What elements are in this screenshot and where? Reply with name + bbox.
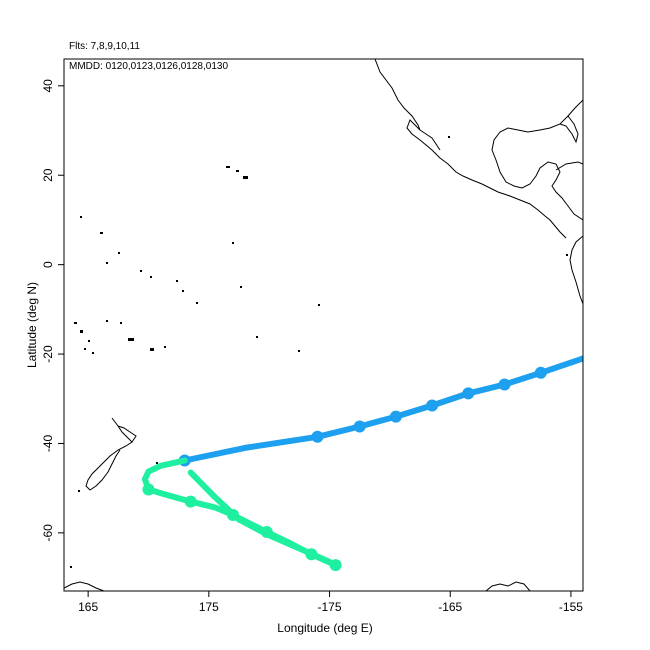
flight-10-waypoint xyxy=(353,420,366,433)
flight-10-track xyxy=(178,355,583,467)
flight-10-waypoint xyxy=(311,430,324,443)
flight-10-waypoint xyxy=(389,410,402,423)
flights-label: Flts: 7,8,9,10,11 xyxy=(69,41,140,52)
x-axis: 165175-175-165-155-145-135-125-115-105-9… xyxy=(78,591,583,614)
flight-10-waypoint xyxy=(534,366,547,379)
y-tick-label: -40 xyxy=(41,434,55,452)
x-axis-title: Longitude (deg E) xyxy=(277,621,372,635)
coastline-gulf-of-mexico xyxy=(491,99,583,221)
coastlines xyxy=(64,59,583,591)
coastline-north-america xyxy=(374,59,567,239)
x-tick-label: -155 xyxy=(559,600,583,614)
coastline-south-america xyxy=(569,235,583,305)
y-tick-label: 0 xyxy=(41,261,55,268)
y-tick-label: 40 xyxy=(41,79,55,93)
coastline-caribbean xyxy=(555,161,583,171)
coastline-new-zealand xyxy=(85,417,133,491)
flight-11-line xyxy=(141,457,339,569)
coastline-new-zealand-north xyxy=(117,425,137,443)
pacific-islands xyxy=(70,136,568,568)
flight-11-waypoint xyxy=(142,483,155,496)
x-tick-label: 175 xyxy=(199,600,219,614)
flight-11-waypoint xyxy=(329,559,342,572)
y-axis: 40 20 0 -20 -40 -60 xyxy=(41,79,64,542)
y-axis-title: Latitude (deg N) xyxy=(25,282,39,368)
x-tick-label: -175 xyxy=(318,600,342,614)
flight-11-waypoint xyxy=(305,548,318,561)
flight-10-waypoint xyxy=(498,378,511,391)
coastline-gulf-of-california xyxy=(419,129,441,151)
y-tick-label: 20 xyxy=(41,168,55,182)
map-background xyxy=(64,59,583,591)
x-tick-label: -165 xyxy=(438,600,462,614)
flight-tracks xyxy=(141,355,583,572)
flight-11-waypoint xyxy=(260,526,273,538)
y-tick-label: -20 xyxy=(41,345,55,363)
coastline-antarctica xyxy=(64,581,105,591)
flight-11-waypoint xyxy=(227,509,239,521)
plot-frame xyxy=(63,58,584,592)
flight-11-waypoint xyxy=(184,495,197,508)
flight-10-waypoint xyxy=(426,399,439,412)
dates-label: MMDD: 0120,0123,0126,0128,0130 xyxy=(69,61,229,72)
flight-11-track xyxy=(141,457,342,572)
y-tick-label: -60 xyxy=(41,524,55,542)
coastline-florida xyxy=(559,115,579,144)
x-tick-label: 165 xyxy=(78,600,98,614)
coastline-antarctica-right xyxy=(485,581,531,591)
flight-10-waypoint xyxy=(462,387,475,400)
